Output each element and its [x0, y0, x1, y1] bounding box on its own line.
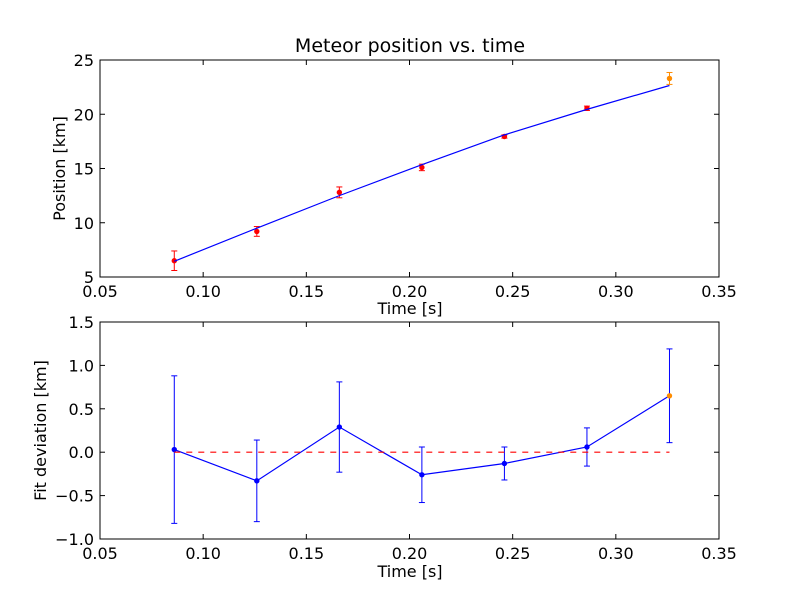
data-point: [501, 460, 508, 467]
deviation-panel: 0.05 0.10 0.15 0.20 0.25 0.30 0.35 −1.0 −0.5 0.0 0…: [31, 313, 737, 581]
y-tick-label: −1.0: [55, 530, 94, 549]
x-tick-label: 0.20: [392, 282, 428, 301]
data-point: [419, 472, 425, 478]
y-tick-label: 5: [84, 268, 94, 287]
position-panel: Meteor position vs. time 0.05 0.10 0.15 0.2…: [50, 35, 737, 318]
axes-frame: [99, 321, 720, 540]
x-tick-label: 0.35: [701, 282, 737, 301]
y-tick-label: 20: [74, 105, 94, 124]
position-plot-area: 0.05 0.10 0.15 0.20 0.25 0.30 0.35 5 10 15 20 25: [74, 51, 737, 301]
x-tick-label: 0.20: [392, 544, 428, 563]
data-point: [336, 189, 343, 196]
y-axis-label: Fit deviation [km]: [31, 360, 50, 501]
y-tick-label: 0.0: [69, 443, 94, 462]
data-point: [584, 444, 590, 450]
x-tick-label: 0.05: [82, 282, 118, 301]
data-point: [171, 446, 177, 453]
data-point: [666, 75, 673, 82]
x-axis-label: Time [s]: [376, 299, 442, 318]
y-tick-label: −0.5: [55, 487, 94, 506]
y-tick-label: 25: [74, 51, 94, 70]
y-tick-label: 0.5: [69, 400, 94, 419]
x-tick-label: 0.25: [495, 282, 531, 301]
x-axis-label: Time [s]: [376, 562, 442, 581]
deviation-plot-area: 0.05 0.10 0.15 0.20 0.25 0.30 0.35 −1.0 −0.5 0.0 0…: [55, 313, 737, 563]
x-tick-label: 0.25: [495, 544, 531, 563]
x-tick-label: 0.30: [598, 282, 634, 301]
axes-frame: [99, 59, 720, 278]
y-tick-label: 1.5: [69, 313, 94, 332]
x-tick-label: 0.15: [289, 544, 325, 563]
x-tick-label: 0.10: [185, 544, 221, 563]
y-tick-label: 10: [74, 214, 94, 233]
x-tick-label: 0.10: [185, 282, 221, 301]
data-point: [336, 424, 343, 430]
data-point: [254, 478, 260, 484]
fit-line: [174, 84, 670, 262]
data-point: [254, 228, 260, 235]
x-tick-label: 0.05: [82, 544, 118, 563]
data-point: [666, 393, 673, 399]
x-tick-label: 0.35: [701, 544, 737, 563]
chart-title: Meteor position vs. time: [295, 35, 525, 57]
y-axis-label: Position [km]: [50, 116, 69, 221]
x-tick-label: 0.30: [598, 544, 634, 563]
y-tick-label: 15: [74, 160, 94, 179]
x-tick-label: 0.15: [289, 282, 325, 301]
y-tick-label: 1.0: [69, 356, 94, 375]
